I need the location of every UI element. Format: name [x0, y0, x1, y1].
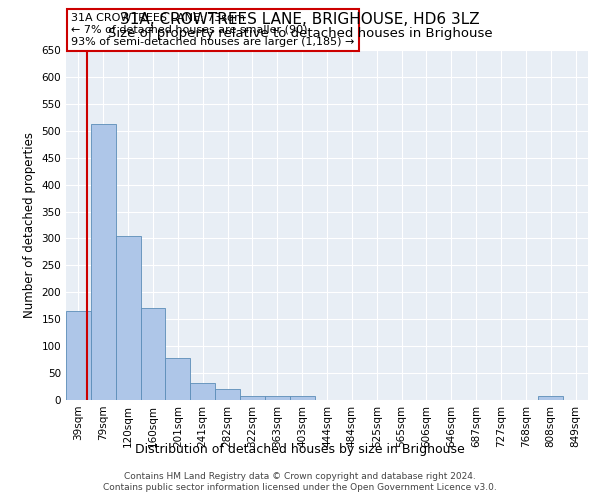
Text: Contains public sector information licensed under the Open Government Licence v3: Contains public sector information licen…: [103, 484, 497, 492]
Bar: [538, 396, 563, 400]
Bar: [215, 389, 240, 400]
Text: Size of property relative to detached houses in Brighouse: Size of property relative to detached ho…: [107, 28, 493, 40]
Bar: [265, 396, 290, 400]
Bar: [91, 124, 116, 400]
Text: Contains HM Land Registry data © Crown copyright and database right 2024.: Contains HM Land Registry data © Crown c…: [124, 472, 476, 481]
Text: 31A CROWTREES LANE: 73sqm
← 7% of detached houses are smaller (90)
93% of semi-d: 31A CROWTREES LANE: 73sqm ← 7% of detach…: [71, 14, 355, 46]
Bar: [116, 236, 140, 400]
Bar: [290, 396, 314, 400]
Text: Distribution of detached houses by size in Brighouse: Distribution of detached houses by size …: [135, 442, 465, 456]
Bar: [190, 383, 215, 400]
Bar: [66, 311, 91, 400]
Text: 31A, CROWTREES LANE, BRIGHOUSE, HD6 3LZ: 31A, CROWTREES LANE, BRIGHOUSE, HD6 3LZ: [120, 12, 480, 28]
Bar: [140, 308, 166, 400]
Bar: [166, 358, 190, 400]
Bar: [240, 396, 265, 400]
Y-axis label: Number of detached properties: Number of detached properties: [23, 132, 36, 318]
